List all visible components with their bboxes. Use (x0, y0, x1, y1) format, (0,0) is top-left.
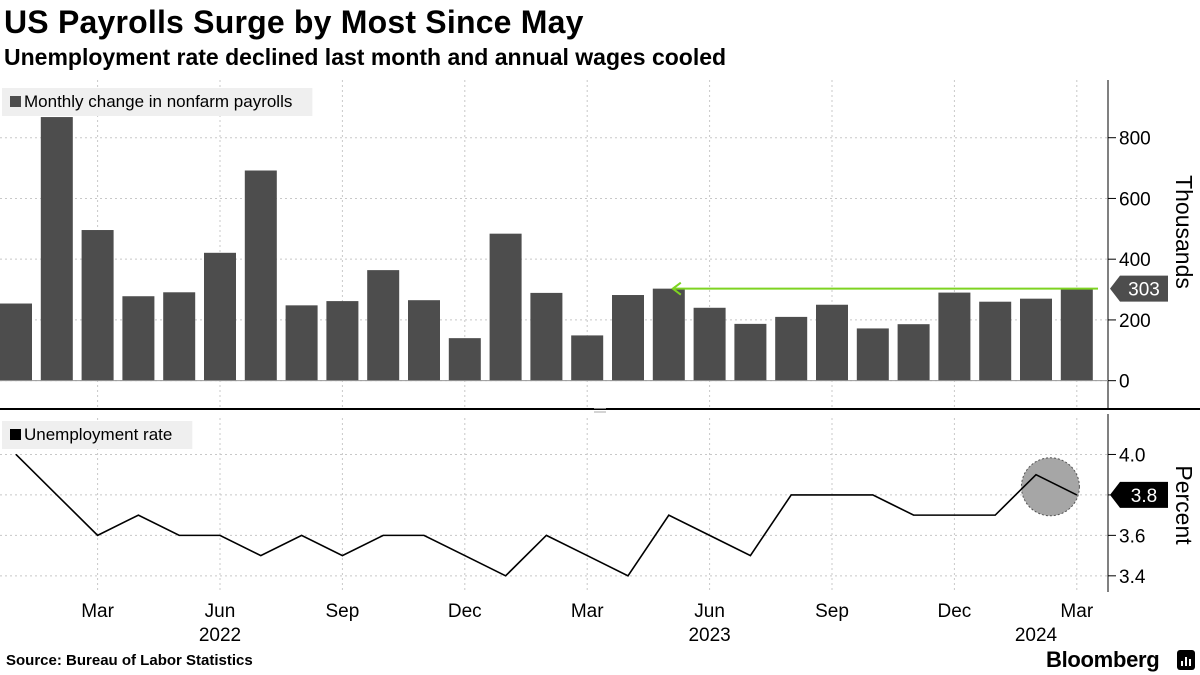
bar-21 (856, 328, 889, 381)
x-tick-label-8: Mar (1060, 601, 1093, 622)
bar-15 (612, 295, 644, 381)
ytick-label-bottom-4: 4.0 (1119, 445, 1145, 466)
highlight-circle (1020, 457, 1080, 517)
unemployment-point-7 (301, 534, 303, 536)
legend-unemployment-box (2, 421, 193, 449)
bar-23 (938, 292, 971, 381)
brand-logo: Bloomberg (1046, 647, 1160, 672)
unemployment-point-26 (1076, 494, 1078, 496)
bar-17 (693, 307, 726, 381)
bar-25 (1020, 298, 1052, 381)
callout-payrolls-label: 303 (1128, 280, 1160, 301)
ytick-label-bottom-3.6: 3.6 (1119, 526, 1145, 547)
y-axis-title-top: Thousands (1171, 175, 1197, 289)
unemployment-point-21 (872, 494, 874, 496)
x-tick-label-1: Jun (205, 601, 236, 622)
legend-unemployment-label: Unemployment rate (24, 425, 172, 444)
unemployment-point-20 (831, 494, 833, 496)
x-year-label-2: 2024 (1015, 625, 1058, 646)
unemployment-point-23 (953, 514, 955, 516)
unemployment-point-3 (137, 514, 139, 516)
bar-8 (326, 301, 359, 381)
bar-24 (979, 301, 1012, 381)
ytick-label-top-800: 800 (1119, 129, 1151, 150)
ytick-label-bottom-3.4: 3.4 (1119, 567, 1146, 588)
unemployment-point-19 (790, 494, 792, 496)
bar-10 (408, 300, 440, 381)
bar-7 (285, 305, 318, 381)
chart-subtitle: Unemployment rate declined last month an… (4, 44, 727, 70)
unemployment-point-14 (586, 555, 588, 557)
unemployment-point-11 (464, 555, 466, 557)
legend-payrolls-label: Monthly change in nonfarm payrolls (24, 92, 292, 111)
bar-14 (571, 335, 604, 381)
bar-4 (163, 292, 196, 381)
unemployment-point-5 (219, 534, 221, 536)
x-year-label-1: 2023 (688, 625, 730, 646)
bar-26 (1060, 288, 1093, 381)
legend-unemployment-swatch (10, 429, 21, 440)
x-tick-label-5: Jun (694, 601, 725, 622)
unemployment-point-24 (994, 514, 996, 516)
unemployment-point-18 (749, 555, 751, 557)
bar-0 (0, 303, 32, 381)
unemployment-point-4 (178, 534, 180, 536)
bloomberg-terminal-icon (1177, 650, 1195, 670)
ytick-label-top-0: 0 (1119, 372, 1130, 393)
unemployment-point-16 (668, 514, 670, 516)
legend-payrolls-box (2, 88, 313, 116)
unemployment-point-10 (423, 534, 425, 536)
bar-3 (122, 296, 155, 381)
bar-11 (448, 338, 481, 381)
unemployment-point-22 (913, 514, 915, 516)
bar-16 (652, 288, 685, 381)
unemployment-line (15, 453, 1078, 577)
callout-unemployment-label: 3.8 (1131, 486, 1157, 507)
bar-9 (367, 270, 400, 381)
unemployment-point-17 (709, 534, 711, 536)
y-axis-title-bottom: Percent (1171, 465, 1197, 545)
ytick-label-top-400: 400 (1119, 250, 1151, 271)
unemployment-point-8 (341, 555, 343, 557)
bar-1 (40, 117, 73, 381)
x-tick-label-0: Mar (81, 601, 114, 622)
bar-2 (81, 230, 114, 381)
bar-22 (897, 324, 930, 381)
chart-title: US Payrolls Surge by Most Since May (4, 4, 584, 40)
ytick-label-top-200: 200 (1119, 311, 1151, 332)
bar-5 (204, 252, 236, 381)
unemployment-point-9 (382, 534, 384, 536)
bar-6 (244, 170, 277, 381)
callout-payrolls (1110, 275, 1168, 302)
bar-18 (734, 323, 767, 381)
x-tick-label-7: Dec (938, 601, 972, 622)
source-note: Source: Bureau of Labor Statistics (6, 652, 253, 669)
unemployment-point-15 (627, 575, 629, 577)
x-tick-label-2: Sep (325, 601, 359, 622)
unemployment-point-1 (56, 494, 58, 496)
callout-unemployment (1110, 481, 1168, 508)
x-tick-label-6: Sep (815, 601, 849, 622)
legend-payrolls-swatch (10, 96, 21, 107)
x-tick-label-3: Dec (448, 601, 482, 622)
bar-20 (816, 304, 848, 381)
unemployment-point-0 (15, 453, 17, 455)
unemployment-point-25 (1035, 474, 1037, 476)
bar-12 (489, 233, 522, 381)
x-year-label-0: 2022 (199, 625, 241, 646)
x-tick-label-4: Mar (571, 601, 604, 622)
unemployment-point-2 (97, 534, 99, 536)
unemployment-point-13 (545, 534, 547, 536)
unemployment-point-12 (505, 575, 507, 577)
highlight-arrow-head (671, 281, 682, 296)
unemployment-point-6 (260, 555, 262, 557)
bar-13 (530, 292, 563, 381)
ytick-label-top-600: 600 (1119, 189, 1151, 210)
bar-19 (775, 316, 808, 381)
